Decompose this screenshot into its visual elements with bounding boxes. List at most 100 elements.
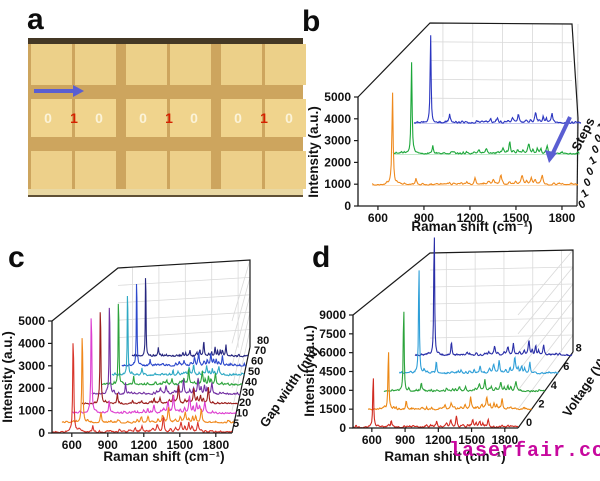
z-tick-label: 4 [551, 380, 558, 392]
z-tick-label: 5 [233, 418, 239, 430]
raman-trace-40-nm [91, 307, 241, 396]
x-tick-label: 600 [362, 433, 382, 447]
y-tick-label: 2000 [324, 155, 351, 169]
x-tick-label: 1500 [503, 211, 530, 225]
x-axis-title: Raman shift (cm⁻¹) [411, 219, 532, 234]
electrode-pad [221, 151, 262, 189]
y-tick-label: 4000 [324, 112, 351, 126]
panel-label-d: d [312, 241, 331, 274]
raman-trace-4-V [383, 311, 546, 393]
x-tick-label: 1500 [458, 433, 485, 447]
y-tick-label: 4500 [319, 365, 346, 379]
y-tick-label: 1000 [324, 177, 351, 191]
front-axes [357, 97, 577, 207]
z-tick-label: 10 [236, 408, 248, 420]
x-tick-label: 1200 [130, 438, 157, 452]
x-tick-label: 600 [368, 211, 388, 225]
x-tick-label: 1800 [491, 433, 518, 447]
bit-label: 0 [139, 110, 147, 126]
raman-trace-80-nm [131, 278, 249, 358]
bit-label: 0 [285, 110, 293, 126]
y-axis-title: Intensity (a.u.) [302, 325, 317, 417]
bit-label: 0 [44, 110, 52, 126]
y-tick-label: 1500 [319, 402, 346, 416]
x-tick-label: 1500 [166, 438, 193, 452]
x-tick-label: 1200 [457, 211, 484, 225]
electrode-pad [31, 151, 72, 189]
y-tick-label: 0 [38, 426, 45, 440]
watermark: laserfair.com [449, 440, 600, 463]
electrode-pad [221, 44, 262, 85]
steps-arrow-icon [545, 150, 557, 163]
z-tick-label: 30 [242, 387, 254, 399]
electrode-pad [221, 99, 262, 137]
electrode-pad [265, 99, 306, 137]
bit-label: 1 [260, 110, 268, 126]
z-tick-label: 70 [254, 345, 266, 357]
electrode-pad [170, 44, 211, 85]
raman-trace-010-cycle-3 [413, 35, 582, 124]
electrode-pad [75, 44, 116, 85]
panel-label-a: a [27, 3, 44, 36]
z-tick-label: 40 [245, 376, 257, 388]
y-tick-label: 3000 [324, 134, 351, 148]
x-axis-title: Raman shift (cm⁻¹) [103, 449, 224, 464]
scan-direction-arrow-icon [34, 85, 84, 97]
x-tick-label: 900 [98, 438, 118, 452]
z-tick-label: 8 [576, 343, 582, 355]
y-tick-label: 9000 [319, 308, 346, 322]
axis-box [357, 22, 579, 207]
z-tick-label: 1 [579, 187, 590, 200]
axis-box [51, 259, 251, 434]
y-tick-label: 4000 [18, 336, 45, 350]
electrode-pad [265, 151, 306, 189]
electrode-pad [31, 99, 72, 137]
y-tick-label: 2000 [18, 381, 45, 395]
bit-label: 0 [234, 110, 242, 126]
z-tick-label: 0 [577, 198, 588, 211]
z-tick-label: 6 [563, 361, 569, 373]
bit-label: 1 [165, 110, 173, 126]
z-tick-label: 80 [257, 335, 269, 347]
panel-label-b: b [302, 5, 321, 38]
electrode-pad [170, 99, 211, 137]
electrode-pad [75, 151, 116, 189]
raman-trace-60-nm [111, 295, 245, 377]
bit-label: 0 [190, 110, 198, 126]
raman-trace-010-cycle-2 [392, 62, 580, 155]
axis-box [352, 249, 574, 429]
raman-trace-8-V [414, 237, 573, 357]
bit-label: 1 [70, 110, 78, 126]
z-tick-label: 1 [587, 154, 598, 167]
raman-trace-5-nm [51, 343, 233, 434]
raman-trace-0-V [352, 378, 519, 429]
electrode-pad [265, 44, 306, 85]
grid-lines [429, 22, 579, 185]
y-tick-label: 0 [344, 199, 351, 213]
z-tick-label: 20 [239, 397, 251, 409]
raman-trace-30-nm [81, 312, 239, 405]
x-axis-title: Raman shift (cm⁻¹) [384, 449, 505, 464]
y-tick-label: 5000 [324, 90, 351, 104]
x-tick-label: 1200 [425, 433, 452, 447]
y-axis-title: Intensity (a.u.) [0, 331, 15, 423]
raman-trace-10-nm [61, 338, 235, 424]
electrode-pad [75, 99, 116, 137]
electrode-pad [126, 44, 167, 85]
x-tick-label: 600 [62, 438, 82, 452]
grid-lines [429, 249, 574, 410]
y-tick-label: 7500 [319, 327, 346, 341]
y-axis-title: Intensity (a.u.) [306, 106, 321, 198]
x-tick-label: 1800 [549, 211, 576, 225]
panel-c-chart: 0 1000 2000 3000 4000 5000 600 900 1200 1500 1800 5… [0, 259, 322, 464]
raman-trace-010-cycle-1 [372, 92, 579, 186]
z-tick-label: 60 [251, 356, 263, 368]
z-tick-label: 1 [595, 121, 600, 134]
electrode-pad [31, 44, 72, 85]
bit-label: 0 [95, 110, 103, 126]
raman-trace-70-nm [121, 283, 246, 367]
z-tick-label: 0 [582, 176, 593, 189]
z-tick-label: 0 [593, 132, 600, 145]
